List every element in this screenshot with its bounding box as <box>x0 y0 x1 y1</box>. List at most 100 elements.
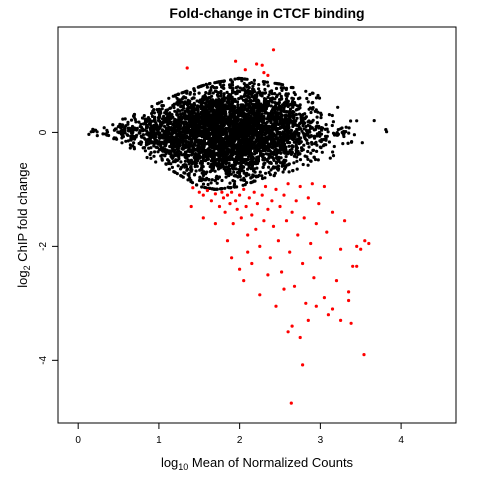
non-significant-point <box>222 92 226 96</box>
non-significant-point <box>278 139 282 143</box>
non-significant-point <box>238 89 242 94</box>
significant-point <box>252 190 256 194</box>
non-significant-point <box>279 94 283 98</box>
significant-point <box>282 193 286 197</box>
x-axis-label: log10 Mean of Normalized Counts <box>161 455 354 472</box>
non-significant-point <box>190 160 194 164</box>
non-significant-point <box>244 100 248 104</box>
non-significant-point <box>200 112 204 116</box>
non-significant-point <box>247 86 251 90</box>
non-significant-point <box>217 158 221 162</box>
non-significant-point <box>372 119 376 123</box>
non-significant-point <box>269 152 273 156</box>
non-significant-point <box>203 141 207 145</box>
significant-point <box>294 199 298 203</box>
non-significant-point <box>151 133 155 137</box>
non-significant-point <box>192 146 196 150</box>
significant-point <box>238 267 242 271</box>
non-significant-point <box>191 114 195 119</box>
x-tick-label: 3 <box>318 435 324 446</box>
non-significant-point <box>263 149 267 153</box>
non-significant-point <box>146 131 151 135</box>
non-significant-point <box>319 116 323 120</box>
non-significant-point <box>336 133 340 137</box>
non-significant-point <box>317 124 321 128</box>
non-significant-point <box>129 137 133 141</box>
non-significant-point <box>252 113 256 117</box>
non-significant-point <box>297 134 301 138</box>
non-significant-point <box>210 153 214 157</box>
non-significant-point <box>289 120 294 124</box>
non-significant-point <box>214 161 218 166</box>
non-significant-point <box>228 97 232 101</box>
non-significant-point <box>327 140 331 144</box>
non-significant-point <box>228 83 232 87</box>
non-significant-point <box>297 131 301 136</box>
non-significant-point <box>273 108 277 112</box>
significant-point <box>234 199 238 203</box>
significant-point <box>268 256 272 260</box>
significant-point <box>250 261 254 266</box>
non-significant-point <box>219 109 223 113</box>
non-significant-point <box>246 125 250 129</box>
non-significant-point <box>291 113 295 117</box>
non-significant-point <box>278 92 282 96</box>
non-significant-point <box>164 162 168 166</box>
non-significant-point <box>213 141 218 145</box>
non-significant-point <box>180 104 184 108</box>
significant-point <box>326 313 330 317</box>
non-significant-point <box>221 154 225 158</box>
non-significant-point <box>262 127 266 131</box>
non-significant-point <box>237 161 241 165</box>
significant-point <box>258 244 262 248</box>
non-significant-point <box>128 129 133 133</box>
non-significant-point <box>299 119 304 123</box>
non-significant-point <box>237 97 241 101</box>
non-significant-point <box>204 127 208 131</box>
non-significant-point <box>189 180 193 184</box>
significant-point <box>243 68 247 72</box>
significant-point <box>286 330 290 334</box>
non-significant-point <box>335 131 339 135</box>
non-significant-point <box>191 103 195 107</box>
x-axis-label-subscript: 10 <box>178 462 188 472</box>
non-significant-point <box>250 137 254 141</box>
non-significant-point <box>193 158 197 162</box>
non-significant-point <box>112 137 116 141</box>
non-significant-point <box>205 136 209 140</box>
significant-point <box>278 204 282 209</box>
non-significant-point <box>295 107 299 111</box>
non-significant-point <box>157 125 161 129</box>
non-significant-point <box>241 120 245 124</box>
non-significant-point <box>212 157 216 161</box>
non-significant-point <box>230 100 234 104</box>
significant-point <box>254 227 258 231</box>
non-significant-point <box>160 158 164 162</box>
non-significant-point <box>233 119 237 123</box>
non-significant-point <box>229 186 233 190</box>
non-significant-point <box>275 152 279 156</box>
non-significant-point <box>119 129 123 133</box>
non-significant-point <box>140 140 144 144</box>
non-significant-point <box>193 120 197 124</box>
non-significant-point <box>263 176 267 180</box>
non-significant-point <box>271 96 275 100</box>
significant-point <box>298 335 302 340</box>
non-significant-point <box>313 127 318 132</box>
non-significant-point <box>325 127 329 131</box>
non-significant-point <box>242 111 246 115</box>
non-significant-point <box>189 165 193 169</box>
non-significant-point <box>233 128 237 132</box>
non-significant-point <box>121 135 125 139</box>
non-significant-point <box>194 162 198 167</box>
significant-point <box>242 279 246 283</box>
significant-point <box>317 202 321 206</box>
non-significant-points <box>87 76 389 191</box>
non-significant-point <box>227 116 231 120</box>
non-significant-point <box>307 134 311 138</box>
non-significant-point <box>261 158 265 162</box>
non-significant-point <box>270 124 274 128</box>
significant-point <box>250 213 254 217</box>
non-significant-point <box>216 167 221 171</box>
significant-point <box>355 244 359 248</box>
